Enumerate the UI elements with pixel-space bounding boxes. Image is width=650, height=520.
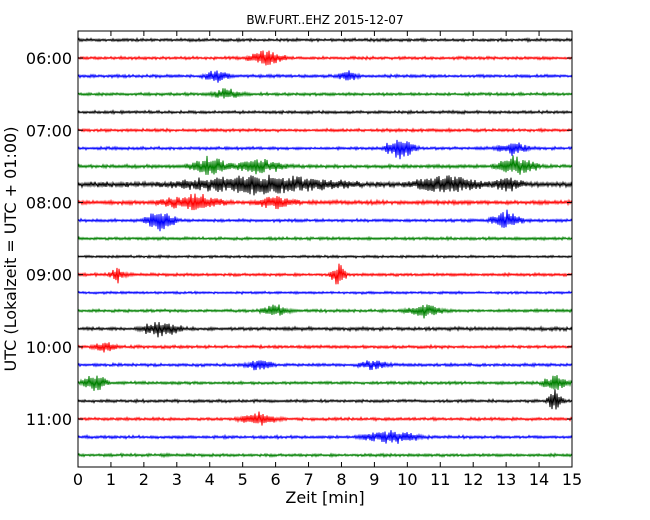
x-tick-label: 14 — [529, 470, 549, 489]
seismic-trace-1045 — [77, 389, 573, 410]
y-tick-label: 09:00 — [26, 266, 72, 285]
x-tick-label: 9 — [369, 470, 379, 489]
y-tick-label: 10:00 — [26, 338, 72, 357]
x-tick-label: 11 — [430, 470, 450, 489]
seismic-trace-0630 — [77, 88, 573, 99]
seismic-trace-0815 — [77, 209, 573, 232]
x-tick-label: 0 — [73, 470, 83, 489]
seismic-trace-0645 — [77, 109, 573, 116]
y-tick-label: 06:00 — [26, 49, 72, 68]
seismic-trace-1015 — [77, 360, 573, 371]
x-tick-label: 1 — [106, 470, 116, 489]
x-tick-label: 15 — [562, 470, 582, 489]
seismic-trace-0715 — [77, 139, 573, 160]
seismic-trace-0930 — [77, 304, 573, 319]
y-tick-label: 08:00 — [26, 193, 72, 212]
seismic-trace-1115 — [77, 430, 573, 444]
seismic-trace-1030 — [77, 375, 573, 391]
seismic-trace-0730 — [77, 155, 573, 175]
x-axis-label: Zeit [min] — [285, 488, 364, 507]
traces-layer — [77, 37, 573, 459]
x-tick-label: 4 — [205, 470, 215, 489]
seismic-trace-0615 — [77, 70, 573, 83]
seismic-trace-0900 — [77, 263, 573, 285]
x-tick-label: 10 — [397, 470, 417, 489]
seismic-trace-0745 — [77, 174, 573, 196]
seismic-trace-1100 — [77, 411, 573, 426]
x-tick-label: 3 — [172, 470, 182, 489]
seismic-trace-0800 — [77, 193, 573, 211]
y-axis-label: UTC (Lokalzeit = UTC + 01:00) — [1, 127, 20, 372]
x-tick-label: 2 — [139, 470, 149, 489]
plot-frame — [77, 30, 573, 468]
y-tick-label: 07:00 — [26, 121, 72, 140]
ticks-layer: 0 1 2 3 4 5 6 7 8 9 10 11 12 13 14 1506:0007:0008:0009:… — [26, 31, 582, 489]
seismic-trace-0600 — [77, 50, 573, 66]
seismic-trace-0830 — [77, 235, 573, 242]
seismic-trace-1000 — [77, 342, 573, 353]
seismic-trace-0700 — [77, 127, 573, 134]
seismic-trace-0915 — [77, 290, 573, 296]
x-tick-label: 13 — [496, 470, 516, 489]
x-tick-label: 6 — [271, 470, 281, 489]
seismic-trace-0845 — [77, 254, 573, 260]
x-tick-label: 12 — [463, 470, 483, 489]
y-tick-label: 11:00 — [26, 410, 72, 429]
x-tick-label: 5 — [238, 470, 248, 489]
seismic-trace-1130 — [77, 452, 573, 459]
x-tick-label: 8 — [336, 470, 346, 489]
seismic-trace-0945 — [77, 322, 573, 338]
seismic-trace-0545 — [77, 37, 573, 44]
chart-title: BW.FURT..EHZ 2015-12-07 — [246, 13, 403, 27]
x-tick-label: 7 — [303, 470, 313, 489]
